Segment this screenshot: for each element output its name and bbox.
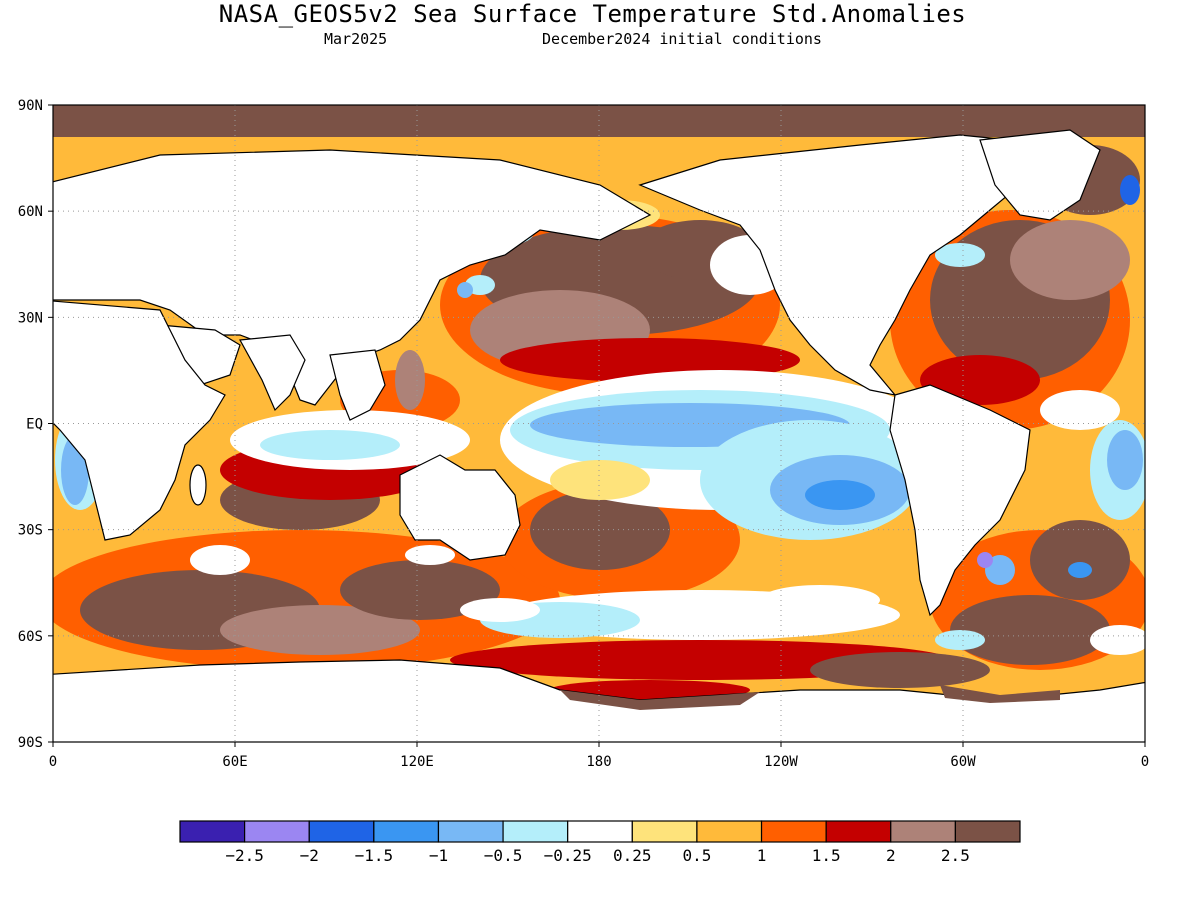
ross-sea-ice [560, 690, 760, 710]
colorbar-swatch [825, 820, 892, 843]
colorbar-swatch [437, 820, 504, 843]
colorbar-label: 2.5 [941, 846, 970, 865]
colorbar-swatch [567, 820, 633, 843]
lon-label: 0 [1141, 754, 1149, 770]
anomaly-patch [1107, 430, 1143, 490]
colorbar-label: −0.25 [544, 846, 592, 865]
lon-label: 120W [764, 754, 798, 770]
landmass-india [239, 334, 306, 412]
landmass-eurasia-west [53, 149, 652, 406]
anomaly-patch [405, 545, 455, 565]
colorbar-swatch [890, 820, 956, 843]
colorbar-label: 1.5 [812, 846, 841, 865]
colorbar-swatch [760, 820, 827, 843]
init-conditions-label: December2024 initial conditions [542, 30, 822, 48]
graticule [53, 105, 1145, 742]
landmass-australia [399, 454, 521, 561]
colorbar-swatch [696, 820, 763, 843]
map-title: NASA_GEOS5v2 Sea Surface Temperature Std… [218, 0, 967, 28]
landmass-madagascar [189, 464, 207, 506]
anomaly-patch [810, 652, 990, 688]
anomaly-patch [340, 560, 500, 620]
weddell-sea-ice [940, 685, 1060, 703]
colorbar-swatch [179, 820, 246, 843]
lat-label: 90S [18, 735, 43, 751]
lat-label: EQ [26, 417, 43, 433]
anomaly-patch [1030, 520, 1130, 600]
anomaly-patch [935, 243, 985, 267]
anomaly-patch [1090, 625, 1145, 655]
anomaly-patch [1068, 562, 1092, 578]
map-plot-area [53, 105, 1145, 742]
anomaly-patch [457, 282, 473, 298]
colorbar-swatch [373, 820, 440, 843]
anomaly-patch [1120, 175, 1140, 205]
landmass-southeast-asia [329, 349, 386, 421]
anomaly-patch [190, 545, 250, 575]
anomaly-patch [935, 630, 985, 650]
anomaly-patch [950, 595, 1110, 665]
lon-label: 60W [950, 754, 976, 770]
colorbar-swatch [502, 820, 569, 843]
colorbar-label: −2.5 [225, 846, 264, 865]
lon-label: 180 [586, 754, 611, 770]
colorbar-label: −2 [300, 846, 319, 865]
colorbar-swatch [244, 820, 310, 843]
landmass-africa [53, 300, 226, 541]
colorbar-label: 0.25 [613, 846, 652, 865]
anomaly-patch [805, 480, 875, 510]
colorbar-label: −1.5 [355, 846, 394, 865]
anomaly-patch [550, 460, 650, 500]
lat-label: 30N [18, 310, 43, 326]
valid-month-label: Mar2025 [324, 30, 388, 48]
anomaly-patch [977, 552, 993, 568]
colorbar-label: 2 [886, 846, 896, 865]
anomaly-patch [760, 585, 880, 615]
landmass-south-america [889, 384, 1031, 617]
anomaly-patch [920, 355, 1040, 405]
axis-labels: 90N 60N 30N EQ 30S 60S 90S 0 60E 120E 180 120W 60W 0 [18, 98, 1150, 770]
lon-label: 120E [400, 754, 434, 770]
lon-label: 0 [49, 754, 57, 770]
anomaly-patch [460, 598, 540, 622]
lat-label: 90N [18, 98, 43, 114]
colorbar-swatch [308, 820, 375, 843]
colorbar-label: −1 [429, 846, 448, 865]
anomaly-patch [220, 605, 420, 655]
colorbar: −2.5 −2 −1.5 −1 −0.5 −0.25 0.25 0.5 1 1.5 2 2.5 [179, 820, 1021, 865]
colorbar-label: 1 [757, 846, 767, 865]
colorbar-swatch [954, 820, 1021, 843]
colorbar-label: −0.5 [484, 846, 523, 865]
landmass-greenland [979, 129, 1101, 221]
colorbar-swatch [631, 820, 698, 843]
lon-label: 60E [222, 754, 247, 770]
land [53, 105, 1145, 742]
colorbar-label: 0.5 [682, 846, 711, 865]
axis-ticks [48, 104, 1146, 747]
lat-label: 60N [18, 204, 43, 220]
anomaly-patch [1010, 220, 1130, 300]
lat-label: 60S [18, 629, 43, 645]
anomaly-patch [1040, 390, 1120, 430]
anomaly-patch [530, 490, 670, 570]
lat-label: 30S [18, 523, 43, 539]
anomaly-patch [395, 350, 425, 410]
anomaly-patch [260, 430, 400, 460]
